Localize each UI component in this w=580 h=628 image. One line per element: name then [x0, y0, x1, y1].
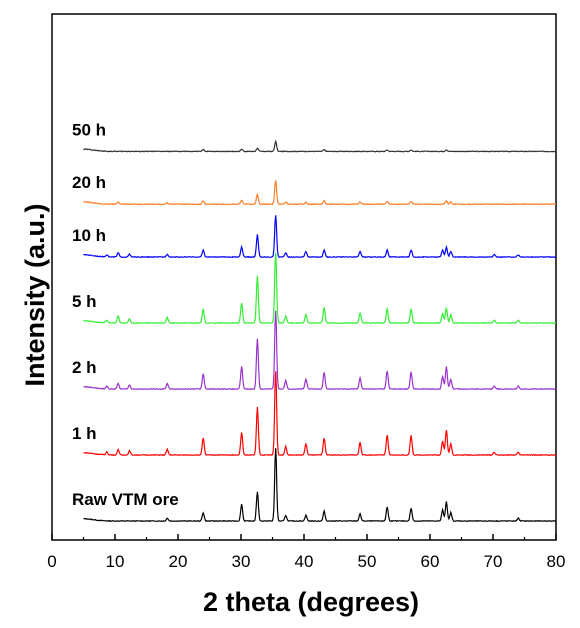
series-line: [83, 310, 557, 391]
series-line: [83, 215, 557, 259]
series-5-h: 5 h: [72, 252, 557, 325]
plot-frame: [51, 13, 557, 541]
series-label: 5 h: [72, 292, 97, 311]
series-50-h: 50 h: [72, 120, 556, 153]
x-tick-label: 10: [106, 552, 125, 571]
series-line: [83, 252, 557, 325]
x-tick-label: 40: [295, 552, 314, 571]
x-tick-label: 0: [47, 552, 56, 571]
y-axis-title: Intensity (a.u.): [20, 203, 50, 386]
x-tick-label: 50: [358, 552, 377, 571]
series-label: 1 h: [72, 424, 97, 443]
x-tick-label: 30: [232, 552, 251, 571]
series-label: 50 h: [72, 120, 106, 139]
series-line: [83, 448, 557, 523]
plot-area-border: [51, 13, 557, 541]
series-label: Raw VTM ore: [72, 490, 179, 509]
x-axis-title: 2 theta (degrees): [203, 587, 419, 617]
series-line: [83, 371, 557, 457]
series-1-h: 1 h: [72, 371, 557, 457]
series-2-h: 2 h: [72, 310, 557, 391]
series-label: 10 h: [72, 226, 106, 245]
series-line: [83, 180, 556, 206]
series-group: Raw VTM ore 1 h 2 h 5 h 10 h 20 h 50 h: [72, 120, 557, 523]
series-20-h: 20 h: [72, 173, 556, 206]
series-label: 2 h: [72, 358, 97, 377]
x-tick-label: 80: [547, 552, 566, 571]
x-tick-label: 60: [421, 552, 440, 571]
series-10-h: 10 h: [72, 215, 557, 259]
series-raw-vtm-ore: Raw VTM ore: [72, 448, 557, 523]
series-label: 20 h: [72, 173, 106, 192]
x-tick-label: 70: [484, 552, 503, 571]
x-axis-ticks: 0 10 20 30 40 50 60 70 80: [47, 534, 565, 571]
x-tick-label: 20: [169, 552, 188, 571]
series-line: [83, 139, 556, 153]
